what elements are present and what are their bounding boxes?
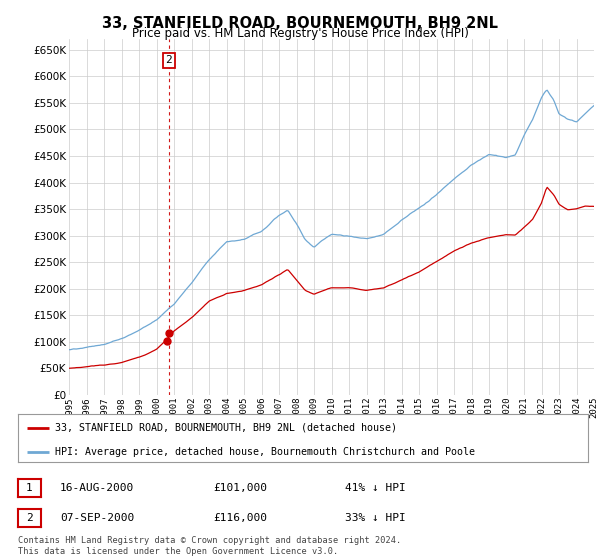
- Text: 16-AUG-2000: 16-AUG-2000: [60, 483, 134, 493]
- Text: HPI: Average price, detached house, Bournemouth Christchurch and Poole: HPI: Average price, detached house, Bour…: [55, 446, 475, 456]
- Text: Contains HM Land Registry data © Crown copyright and database right 2024.
This d: Contains HM Land Registry data © Crown c…: [18, 536, 401, 556]
- Text: 33, STANFIELD ROAD, BOURNEMOUTH, BH9 2NL: 33, STANFIELD ROAD, BOURNEMOUTH, BH9 2NL: [102, 16, 498, 31]
- Text: 07-SEP-2000: 07-SEP-2000: [60, 513, 134, 523]
- Text: £101,000: £101,000: [213, 483, 267, 493]
- Text: £116,000: £116,000: [213, 513, 267, 523]
- Text: 33, STANFIELD ROAD, BOURNEMOUTH, BH9 2NL (detached house): 33, STANFIELD ROAD, BOURNEMOUTH, BH9 2NL…: [55, 423, 397, 433]
- Text: 33% ↓ HPI: 33% ↓ HPI: [345, 513, 406, 523]
- Text: 2: 2: [166, 55, 172, 66]
- Text: Price paid vs. HM Land Registry's House Price Index (HPI): Price paid vs. HM Land Registry's House …: [131, 27, 469, 40]
- Text: 1: 1: [26, 483, 33, 493]
- Text: 2: 2: [26, 513, 33, 523]
- Text: 41% ↓ HPI: 41% ↓ HPI: [345, 483, 406, 493]
